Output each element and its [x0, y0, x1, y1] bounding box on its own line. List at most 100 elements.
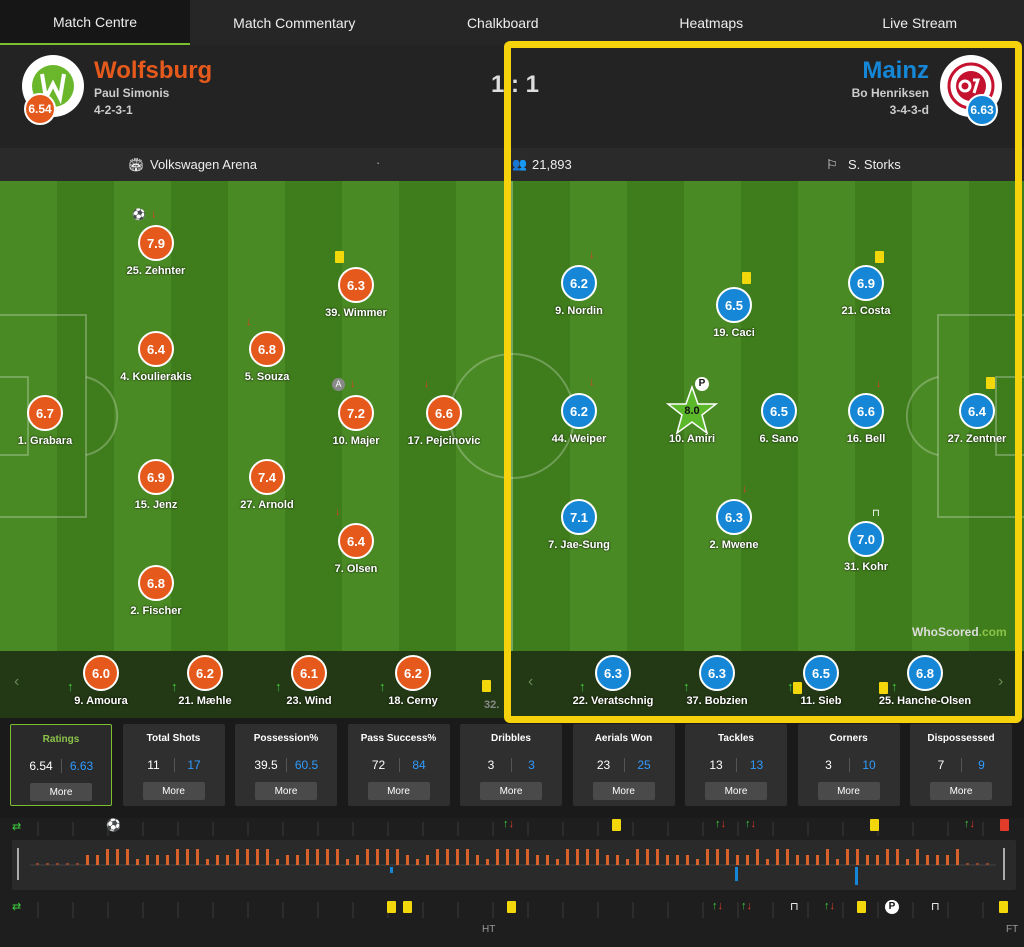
player-name: 7. Olsen — [306, 563, 406, 575]
tab-chalkboard[interactable]: Chalkboard — [399, 0, 608, 45]
player-rating-badge: 6.2 — [395, 655, 431, 691]
player-name: 6. Sano — [729, 433, 829, 445]
stat-away-value: 3 — [511, 758, 551, 772]
stat-away-value: 17 — [174, 758, 214, 772]
home-momentum-bar — [736, 855, 739, 865]
home-momentum-bar — [516, 849, 519, 865]
stat-title: Ratings — [11, 734, 111, 745]
home-momentum-bar — [786, 849, 789, 865]
chevron-left-icon[interactable]: ‹ — [14, 673, 19, 691]
yellow-card-icon — [986, 377, 995, 392]
match-timeline: ⇄ ⇄ ⚽ ↑↓ ↑↓ ↑↓ ↑↓ ↑↓ ↑↓ ⊓ ↑↓ P ⊓ HT FT — [0, 818, 1024, 942]
player-name: 25. Zehnter — [106, 265, 206, 277]
player-name: 5. Souza — [217, 371, 317, 383]
home-momentum-bar — [416, 859, 419, 865]
more-button[interactable]: More — [930, 782, 992, 800]
more-button[interactable]: More — [255, 782, 317, 800]
player-rating-badge: 6.3 — [699, 655, 735, 691]
player-rating-badge: 6.5 — [803, 655, 839, 691]
home-momentum-bar — [976, 863, 979, 865]
player-name: 44. Weiper — [529, 433, 629, 445]
home-momentum-bar — [776, 849, 779, 865]
player-name: 27. Arnold — [217, 499, 317, 511]
player-rating-badge: 6.6 — [426, 395, 462, 431]
player-rating-badge: 6.3 — [338, 267, 374, 303]
yellow-card-icon — [870, 818, 879, 836]
sub-on-arrow-icon: ↑ — [171, 679, 178, 694]
home-momentum-bar — [836, 859, 839, 865]
more-button[interactable]: More — [593, 782, 655, 800]
chevron-right-icon[interactable]: › — [998, 673, 1003, 691]
more-button[interactable]: More — [480, 782, 542, 800]
player-name: 23. Wind — [259, 695, 359, 707]
subs-toggle-icon[interactable]: ⇄ — [12, 900, 21, 913]
away-team-name[interactable]: Mainz — [862, 57, 929, 85]
player-name: 9. Amoura — [51, 695, 151, 707]
home-momentum-bar — [706, 849, 709, 865]
tab-match-commentary[interactable]: Match Commentary — [190, 0, 399, 45]
tab-heatmaps[interactable]: Heatmaps — [607, 0, 816, 45]
home-momentum-bar — [346, 859, 349, 865]
home-momentum-bar — [816, 855, 819, 865]
chevron-left-icon[interactable]: ‹ — [528, 673, 533, 691]
more-button[interactable]: More — [368, 782, 430, 800]
more-button[interactable]: More — [143, 782, 205, 800]
home-team-name[interactable]: Wolfsburg — [94, 57, 212, 85]
more-button[interactable]: More — [818, 782, 880, 800]
home-momentum-bar — [926, 855, 929, 865]
yellow-card-icon — [335, 251, 344, 266]
tab-live-stream[interactable]: Live Stream — [816, 0, 1024, 45]
stat-home-value: 39.5 — [246, 758, 286, 772]
subs-toggle-icon[interactable]: ⇄ — [12, 820, 21, 833]
player-rating-badge: 6.3 — [595, 655, 631, 691]
more-button[interactable]: More — [705, 782, 767, 800]
yellow-card-icon — [875, 251, 884, 266]
more-button[interactable]: More — [30, 783, 92, 801]
whistle-icon: ⚐ — [826, 157, 838, 173]
home-team-rating: 6.54 — [24, 93, 56, 125]
home-momentum-bar — [876, 855, 879, 865]
tab-match-centre[interactable]: Match Centre — [0, 0, 190, 45]
player-rating-badge: 6.7 — [27, 395, 63, 431]
